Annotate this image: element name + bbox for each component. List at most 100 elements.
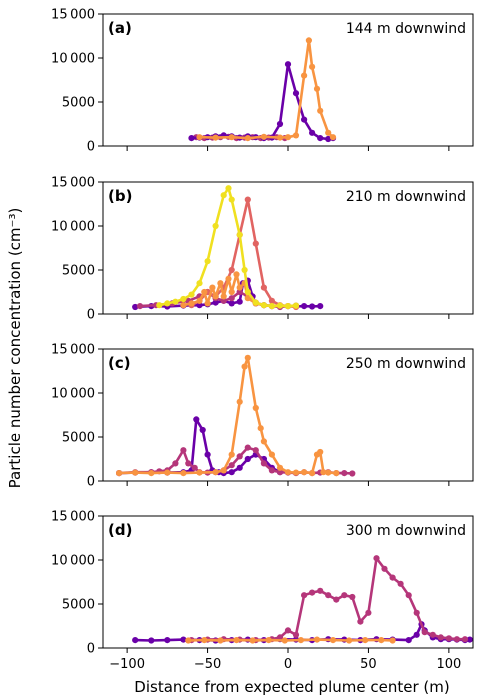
data-point <box>196 302 203 309</box>
data-point <box>276 302 284 309</box>
data-point <box>378 637 385 644</box>
data-point <box>132 469 139 476</box>
data-point <box>317 135 324 142</box>
data-point <box>196 134 203 141</box>
data-point <box>325 592 332 599</box>
data-point <box>284 627 292 634</box>
data-point <box>284 303 292 310</box>
data-point <box>292 132 300 139</box>
data-point <box>164 469 171 476</box>
data-point <box>220 293 227 300</box>
data-point <box>244 444 251 451</box>
data-point <box>156 302 163 309</box>
x-tick-label: −50 <box>194 657 221 672</box>
data-point <box>228 288 235 296</box>
data-point <box>220 467 227 474</box>
data-point <box>421 629 428 636</box>
data-point <box>188 300 195 307</box>
x-tick-label: 0 <box>284 657 292 672</box>
panel-label: (a) <box>108 19 132 37</box>
data-point <box>268 297 275 304</box>
data-point <box>116 470 123 477</box>
data-point <box>276 634 284 641</box>
data-point <box>196 280 203 287</box>
data-point <box>164 637 171 644</box>
data-point <box>260 438 267 445</box>
data-point <box>265 637 272 644</box>
series-group <box>132 185 324 311</box>
series-line-3 <box>119 356 337 475</box>
panel-title: 300 m downwind <box>346 523 466 539</box>
series-line-3 <box>199 39 334 140</box>
data-point <box>276 120 284 128</box>
data-point <box>180 636 187 643</box>
data-point <box>212 222 219 230</box>
panel-4: 0 5000 10 000 15 000 −100 −50 0 50 100 (d) 300 m d… <box>51 510 474 672</box>
data-point <box>389 637 396 644</box>
data-point <box>204 300 211 307</box>
panel-title: 250 m downwind <box>346 356 466 372</box>
data-point <box>172 298 179 305</box>
data-point <box>252 240 259 247</box>
y-tick-label: 15 000 <box>51 8 95 23</box>
data-point <box>236 298 243 305</box>
y-tick-label: 5000 <box>62 598 95 613</box>
panel-title: 144 m downwind <box>346 21 466 37</box>
data-point <box>281 637 288 644</box>
data-point <box>320 469 327 476</box>
data-point <box>220 297 227 304</box>
data-point <box>325 129 332 136</box>
data-point <box>212 299 219 306</box>
data-point <box>292 302 300 309</box>
data-point <box>309 129 316 136</box>
data-point <box>212 134 219 141</box>
data-point <box>252 299 259 306</box>
data-point <box>204 258 211 265</box>
data-point <box>172 460 179 467</box>
data-point <box>260 302 267 309</box>
data-point <box>268 467 275 474</box>
y-tick-label: 10 000 <box>51 554 95 569</box>
data-point <box>333 596 340 603</box>
data-point <box>305 37 312 44</box>
data-point <box>132 303 139 311</box>
y-tick-label: 10 000 <box>51 220 95 235</box>
data-point <box>276 134 284 141</box>
data-point <box>317 448 324 456</box>
data-point <box>260 460 267 467</box>
x-tick-label: −100 <box>109 657 145 672</box>
data-point <box>260 133 267 140</box>
data-point <box>309 63 316 70</box>
data-point <box>217 637 224 644</box>
data-point <box>225 275 232 282</box>
data-point <box>236 464 243 471</box>
series-line-2 <box>191 62 334 141</box>
data-point <box>236 231 243 238</box>
data-point <box>276 464 284 471</box>
data-point <box>241 266 248 274</box>
data-point <box>317 587 324 594</box>
data-point <box>317 107 324 114</box>
data-point <box>309 589 316 596</box>
data-point <box>252 447 259 454</box>
data-point <box>284 61 292 68</box>
data-point <box>333 470 340 477</box>
data-point <box>405 592 412 599</box>
data-point <box>292 469 300 476</box>
data-point <box>188 135 195 142</box>
data-point <box>252 404 259 412</box>
y-tick-label: 0 <box>87 642 95 657</box>
data-point <box>292 631 300 638</box>
y-tick-label: 10 000 <box>51 387 95 402</box>
data-point <box>148 637 155 644</box>
series-line-5 <box>159 186 297 308</box>
data-point <box>244 455 251 463</box>
panel-3: 0 5000 10 000 15 000 (c) 250 m downwind <box>51 343 474 490</box>
y-tick-label: 0 <box>87 308 95 323</box>
data-point <box>180 470 187 477</box>
data-point <box>180 295 187 303</box>
data-point <box>301 303 308 310</box>
data-point <box>309 303 316 310</box>
data-point <box>241 363 248 370</box>
data-point <box>212 293 219 300</box>
